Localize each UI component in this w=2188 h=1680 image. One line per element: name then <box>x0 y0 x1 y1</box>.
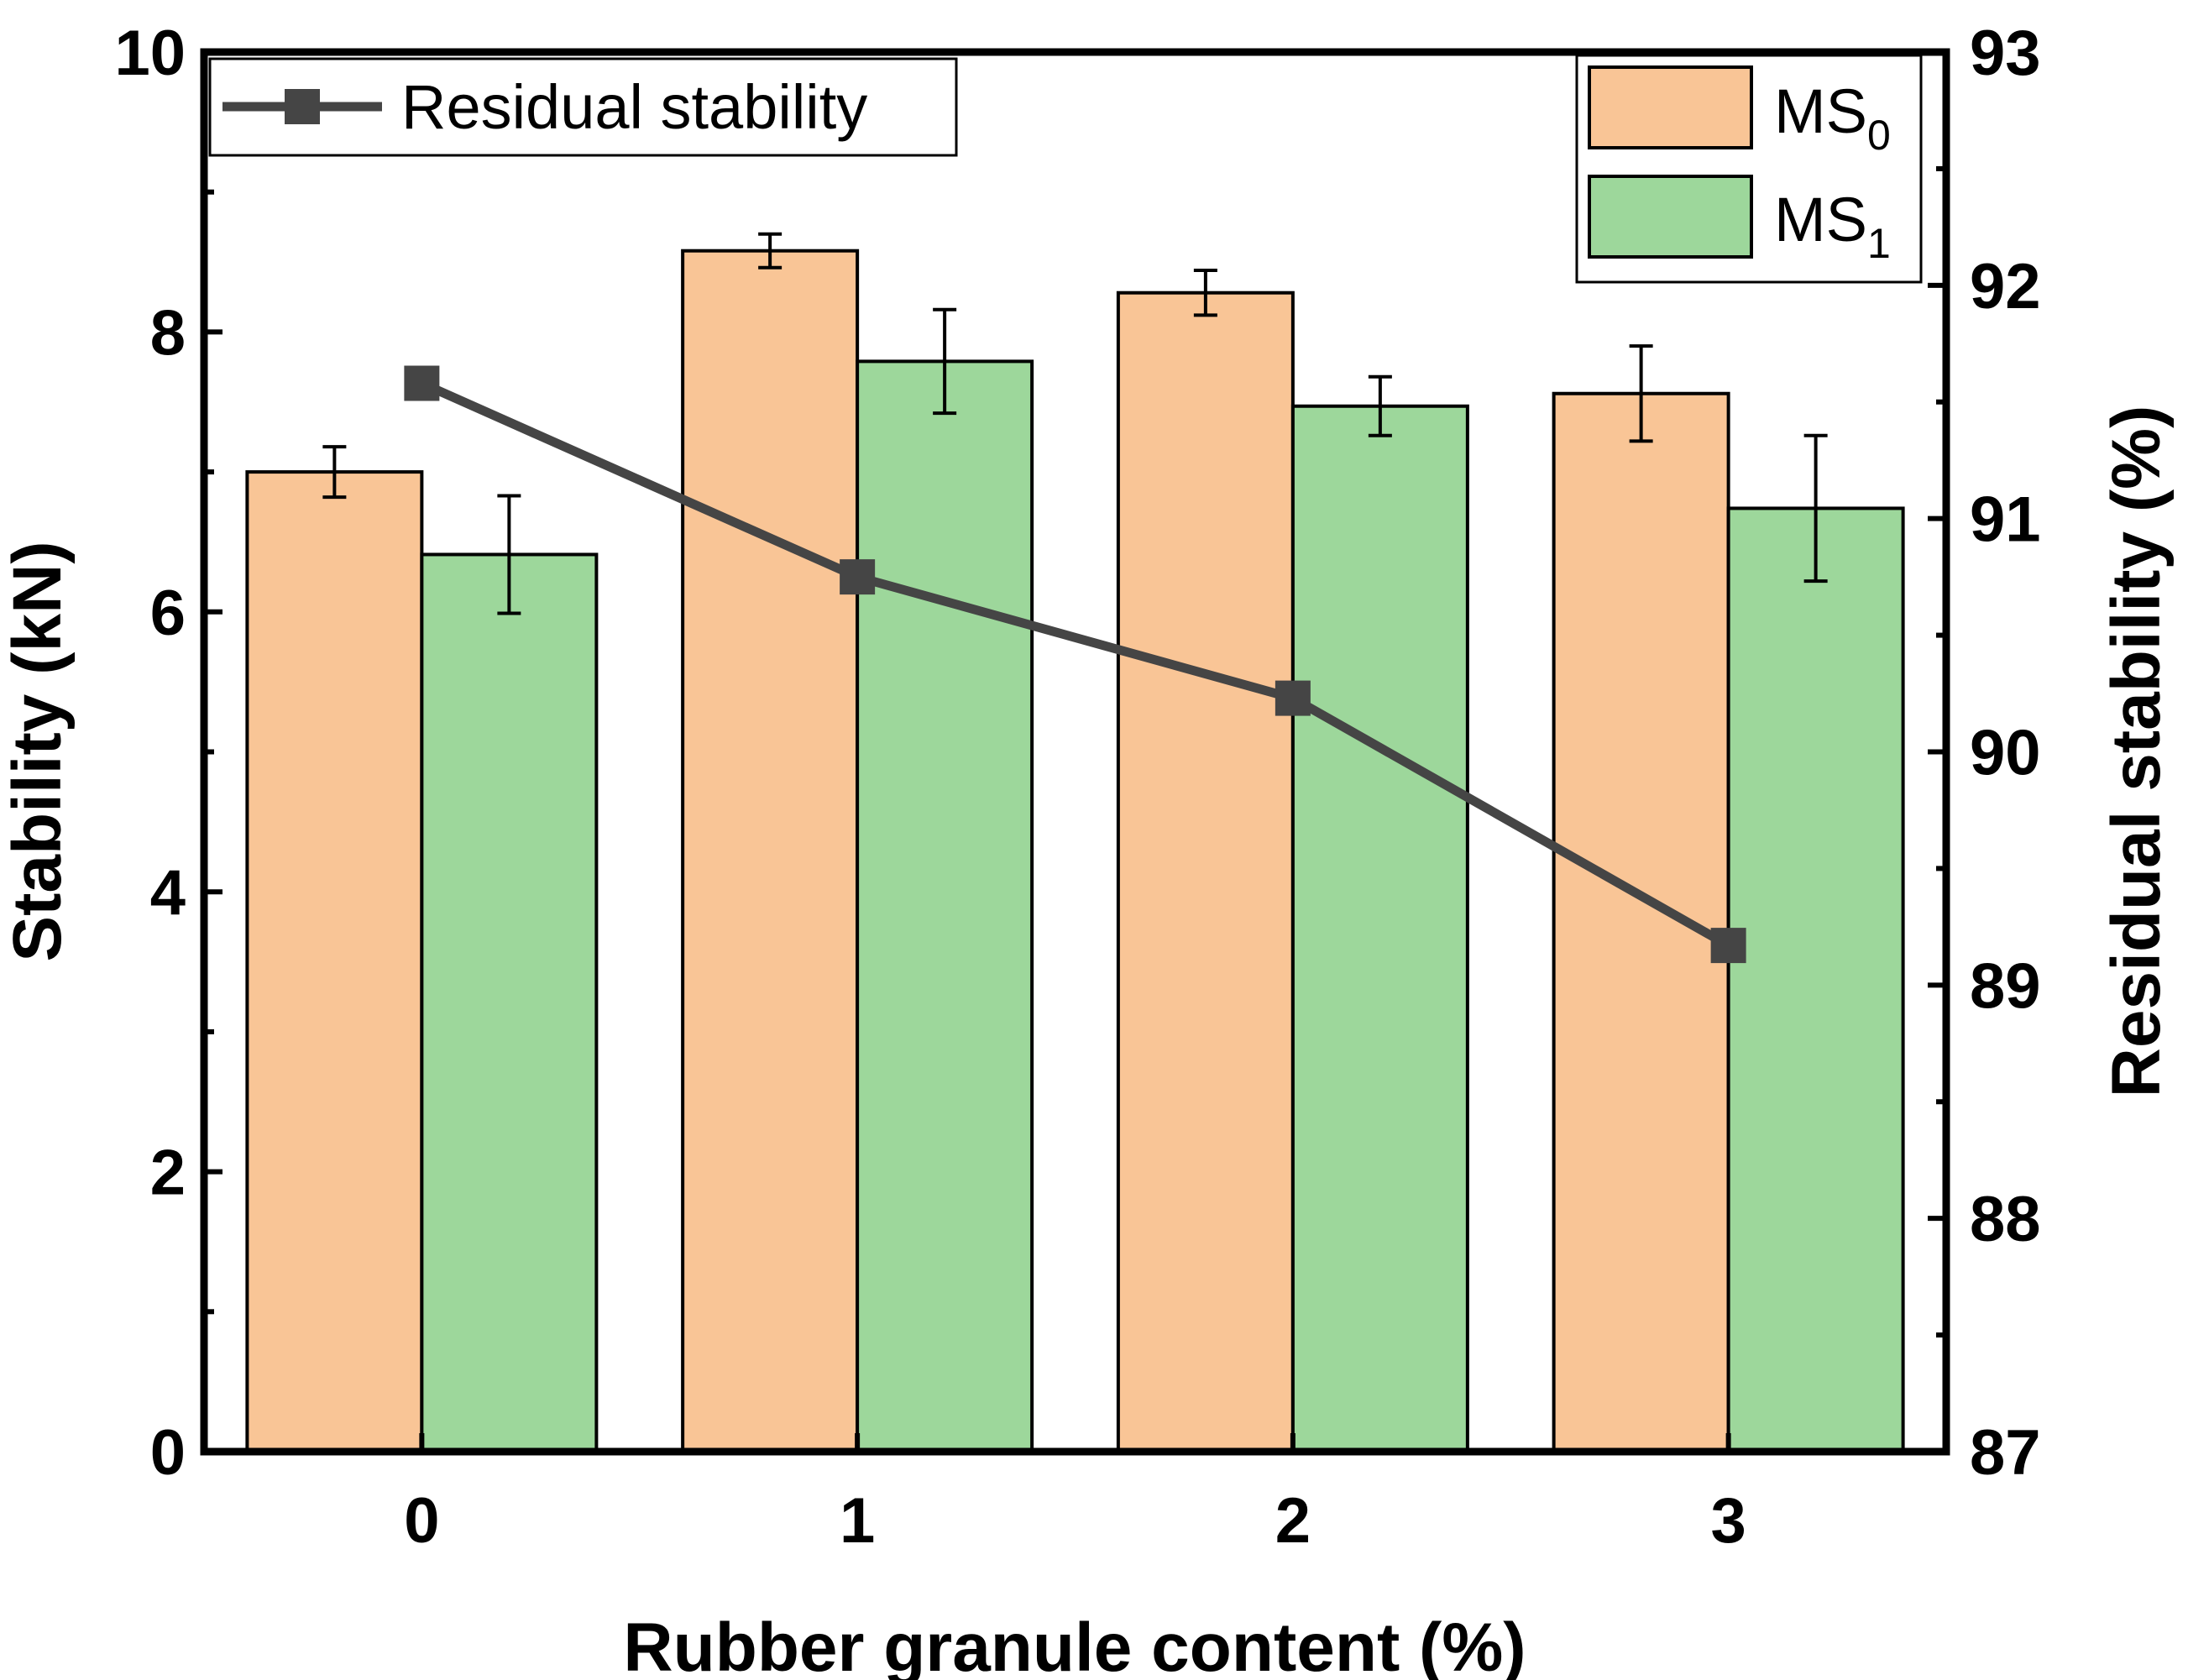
legend-ms: MS0 MS1 <box>1575 54 1923 284</box>
y2-tick-label-88: 88 <box>1970 1184 2041 1255</box>
legend-ms1-swatch <box>1588 175 1753 259</box>
ticks-layer <box>204 50 1946 1454</box>
y-tick-label-8: 8 <box>150 297 186 369</box>
legend-ms1-subscript: 1 <box>1867 220 1891 267</box>
bar-ms1-cat-0 <box>420 552 599 1453</box>
bar-ms0-cat-0 <box>245 470 424 1453</box>
legend-residual-marker <box>285 89 320 124</box>
bar-ms0-cat-3 <box>1552 391 1730 1453</box>
legend-ms1-label: MS1 <box>1774 185 1891 267</box>
legend-residual-label: Residual stability <box>401 72 867 142</box>
bar-ms0-cat-1 <box>681 249 860 1453</box>
legend-ms0-subscript: 0 <box>1867 112 1891 159</box>
y2-axis-title: Residual stability (%) <box>2098 406 2175 1098</box>
legend-ms1-name: MS <box>1774 185 1867 254</box>
bar-ms1-cat-3 <box>1726 506 1905 1453</box>
y-tick-label-0: 0 <box>150 1417 186 1489</box>
x-tick-label-1: 1 <box>840 1485 875 1557</box>
residual-point-cat-1 <box>840 559 876 595</box>
x-tick-label-3: 3 <box>1710 1485 1746 1557</box>
x-tick-label-0: 0 <box>404 1485 439 1557</box>
y2-tick-label-93: 93 <box>1970 18 2041 89</box>
y-tick-label-10: 10 <box>114 18 186 89</box>
x-axis-title: Rubber granule content (%) <box>623 1609 1526 1680</box>
bar-ms0-cat-2 <box>1116 290 1295 1453</box>
legend-ms0-label: MS0 <box>1774 76 1891 159</box>
y-tick-label-4: 4 <box>150 857 186 929</box>
y-tick-label-2: 2 <box>150 1138 186 1209</box>
legend-ms0-name: MS <box>1774 76 1867 146</box>
error-bars-layer <box>322 232 1828 615</box>
residual-point-cat-0 <box>404 365 440 401</box>
x-tick-label-2: 2 <box>1275 1485 1311 1557</box>
bar-ms1-cat-2 <box>1290 404 1469 1454</box>
y-axis-title: Stability (kN) <box>0 541 76 961</box>
legend-ms0-swatch <box>1588 65 1753 149</box>
residual-line-layer <box>404 365 1746 964</box>
y2-tick-label-89: 89 <box>1970 950 2041 1022</box>
bars-layer <box>245 249 1905 1454</box>
legend-residual: Residual stability <box>208 57 958 157</box>
bar-ms1-cat-1 <box>856 359 1034 1454</box>
y2-tick-label-87: 87 <box>1970 1417 2041 1489</box>
y2-tick-label-92: 92 <box>1970 251 2041 322</box>
y2-tick-label-91: 91 <box>1970 484 2041 556</box>
residual-point-cat-3 <box>1710 928 1746 964</box>
y2-tick-label-90: 90 <box>1970 718 2041 789</box>
y-tick-label-6: 6 <box>150 578 186 649</box>
residual-stability-line <box>420 379 1731 950</box>
residual-point-cat-2 <box>1275 680 1311 716</box>
